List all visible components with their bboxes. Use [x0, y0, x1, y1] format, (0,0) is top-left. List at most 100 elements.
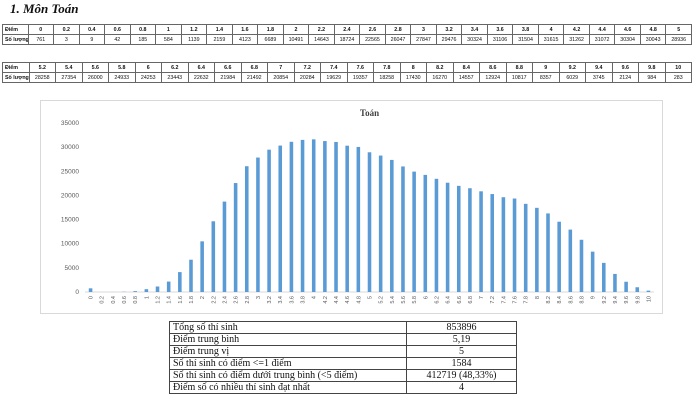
score-cell: 8.4 — [452, 62, 480, 73]
x-tick-label: 2 — [200, 296, 206, 299]
x-tick-label: 10 — [646, 296, 652, 302]
x-tick-label: 9.4 — [613, 296, 619, 304]
count-cell: 30324 — [461, 34, 488, 45]
x-tick-label: 8.6 — [568, 296, 574, 304]
bar-6-2 — [434, 178, 439, 292]
x-tick-label: 2.4 — [222, 296, 228, 304]
count-cell: 12924 — [479, 72, 507, 83]
bar-5-8 — [412, 171, 416, 292]
score-cell: 2.2 — [308, 24, 335, 35]
x-tick-label: 6.6 — [457, 296, 463, 304]
score-cell: 6.6 — [214, 62, 242, 73]
bar-6 — [423, 174, 428, 292]
summary-row: Số thí sinh có điểm dưới trung bình (<5 … — [169, 369, 517, 382]
count-cell: 30043 — [639, 34, 667, 45]
score-cell: 4 — [537, 24, 565, 35]
count-cell: 18724 — [333, 34, 361, 45]
x-tick-label: 4 — [312, 296, 318, 299]
count-cell: 8357 — [532, 72, 560, 83]
x-tick-label: 9.2 — [602, 296, 608, 304]
count-cell: 19629 — [320, 72, 348, 83]
count-cell: 31504 — [512, 34, 539, 45]
score-cell: 4.8 — [639, 24, 667, 35]
bar-3 — [256, 157, 260, 292]
count-cell: 19357 — [346, 72, 374, 83]
bar-2-8 — [244, 166, 249, 292]
count-cell: 3 — [53, 34, 80, 45]
bar-9-4 — [613, 273, 617, 292]
count-cell: 283 — [664, 72, 692, 83]
y-tick-label: 5000 — [65, 265, 80, 272]
x-tick-label: 3.2 — [267, 296, 273, 304]
score-cell: 6 — [134, 62, 162, 73]
summary-label: Điểm trung bình — [169, 333, 407, 346]
count-cell: 10817 — [505, 72, 533, 83]
bar-6-4 — [445, 182, 450, 292]
count-cell: 24253 — [134, 72, 162, 83]
y-tick-label: 0 — [75, 289, 79, 296]
score-cell: 3.6 — [486, 24, 514, 35]
count-cell: 42 — [104, 34, 131, 45]
x-tick-label: 0.2 — [100, 296, 106, 304]
count-cell: 20854 — [267, 72, 295, 83]
count-cell: 21984 — [214, 72, 242, 83]
bar-7-4 — [501, 197, 506, 292]
score-cell: 5 — [665, 24, 692, 35]
score-cell: 0.4 — [78, 24, 106, 35]
count-cell: 30304 — [614, 34, 641, 45]
score-cell: 7.8 — [373, 62, 401, 73]
x-tick-label: 6.4 — [446, 296, 452, 304]
bar-9-2 — [602, 262, 606, 292]
x-tick-label: 0.4 — [111, 296, 117, 304]
bar-2-4 — [222, 201, 227, 292]
count-cell: 10491 — [282, 34, 310, 45]
bar-8 — [535, 207, 539, 292]
x-tick-label: 1 — [144, 296, 150, 299]
count-cell: 4123 — [231, 34, 259, 45]
x-tick-label: 1.2 — [156, 296, 162, 304]
count-cell: 29476 — [435, 34, 463, 45]
bar-10 — [646, 290, 651, 292]
bar-4-2 — [323, 141, 327, 292]
bar-2-6 — [233, 183, 238, 292]
x-tick-label: 1.6 — [178, 296, 184, 304]
score-cell: 9.6 — [611, 62, 639, 73]
x-tick-label: 8.4 — [557, 296, 563, 304]
bar-4 — [311, 139, 316, 292]
x-tick-label: 4.4 — [334, 296, 340, 304]
x-tick-label: 2.8 — [245, 296, 251, 304]
x-tick-label: 3.6 — [289, 296, 295, 304]
score-cell: 9 — [532, 62, 560, 73]
score-cell: 6.4 — [187, 62, 215, 73]
bar-8-2 — [546, 213, 550, 292]
x-tick-label: 5.4 — [390, 296, 396, 304]
x-tick-label: 3 — [256, 296, 262, 299]
count-cell: 28258 — [28, 72, 56, 83]
bar-5-2 — [378, 155, 383, 292]
score-cell: 5.8 — [108, 62, 136, 73]
count-cell: 21492 — [240, 72, 268, 83]
score-cell: 2 — [282, 24, 310, 35]
x-tick-label: 3.8 — [301, 296, 307, 304]
count-cell: 16270 — [426, 72, 454, 83]
score-cell: 7 — [267, 62, 295, 73]
count-cell: 9 — [78, 34, 106, 45]
bar-6-8 — [468, 188, 472, 292]
y-tick-label: 15000 — [61, 217, 79, 224]
count-cell: 31262 — [563, 34, 590, 45]
count-cell: 18258 — [373, 72, 401, 83]
count-cell: 27847 — [410, 34, 437, 45]
summary-label: Điểm số có nhiều thí sinh đạt nhất — [169, 381, 407, 394]
count-cell: 584 — [155, 34, 182, 45]
x-tick-label: 1.8 — [189, 296, 195, 304]
x-tick-label: 4.6 — [345, 296, 351, 304]
bar-8-6 — [568, 229, 573, 292]
bar-2-2 — [211, 221, 216, 292]
score-cell: 8.2 — [426, 62, 454, 73]
y-tick-label: 10000 — [61, 241, 79, 248]
x-tick-label: 7.4 — [501, 296, 507, 304]
x-tick-label: 5 — [368, 296, 374, 299]
score-cell: 8 — [399, 62, 427, 73]
score-cell: 8.6 — [479, 62, 507, 73]
bar-0 — [88, 288, 93, 292]
